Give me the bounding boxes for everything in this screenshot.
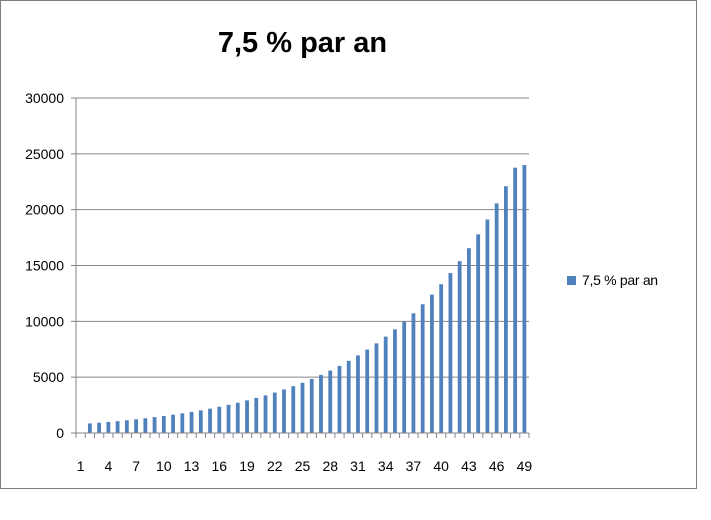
bar (411, 313, 416, 433)
y-tick-label: 5000 (33, 369, 64, 385)
bar (485, 219, 490, 433)
x-tick-label: 49 (517, 458, 533, 474)
x-tick-label: 31 (350, 458, 366, 474)
x-axis: 1 4 7 10 13 16 19 22 25 28 31 34 37 40 43 46 49 (75, 432, 533, 474)
bar (87, 423, 92, 433)
bar (346, 360, 351, 433)
bar (115, 421, 120, 433)
x-tick-label: 10 (156, 458, 172, 474)
x-tick-label: 4 (104, 458, 112, 474)
bar (161, 416, 166, 433)
x-tick-label: 25 (295, 458, 311, 474)
bar (245, 400, 249, 433)
chart-plot: 0 5000 10000 15000 20000 25000 30000 1 4 7 10 13 16… (25, 90, 533, 474)
bar (457, 261, 462, 433)
y-tick-label: 0 (56, 425, 64, 441)
bar (291, 386, 296, 433)
bar (171, 414, 175, 433)
bar (106, 421, 111, 433)
x-tick-label: 28 (322, 458, 338, 474)
legend: 7,5 % par an (567, 272, 658, 288)
bar (328, 370, 333, 433)
bar (124, 420, 129, 433)
x-tick-label: 13 (184, 458, 200, 474)
x-tick-label: 22 (267, 458, 283, 474)
chart-frame: 7,5 % par an 0 5000 10000 15000 20000 25000 30… (0, 0, 697, 489)
bar (272, 392, 277, 433)
bar (439, 284, 444, 433)
bar (134, 419, 138, 433)
bar (420, 304, 425, 433)
bar (198, 410, 203, 433)
bar (217, 406, 222, 433)
bar (97, 422, 102, 433)
bar (263, 395, 268, 433)
legend-swatch (567, 275, 576, 285)
y-axis: 0 5000 10000 15000 20000 25000 30000 (25, 90, 77, 441)
x-tick-label: 19 (239, 458, 255, 474)
chart-title: 7,5 % par an (217, 27, 388, 59)
bar (235, 402, 240, 433)
bar (476, 234, 481, 433)
bars (87, 165, 527, 433)
x-tick-label: 37 (406, 458, 422, 474)
bar (152, 417, 157, 433)
bar (208, 408, 212, 433)
x-tick-label: 16 (212, 458, 228, 474)
x-tick-label: 40 (433, 458, 449, 474)
gridlines (76, 97, 529, 378)
bar (503, 186, 508, 433)
bar (226, 404, 231, 433)
bar (356, 355, 360, 433)
bar (309, 378, 314, 433)
y-tick-label: 25000 (25, 146, 64, 162)
bar (402, 321, 407, 433)
y-tick-label: 15000 (25, 258, 64, 274)
x-tick-label: 1 (77, 458, 85, 474)
bar (365, 349, 370, 433)
x-tick-label: 34 (378, 458, 394, 474)
bar (374, 343, 379, 433)
x-tick-label: 46 (489, 458, 505, 474)
bar (282, 389, 286, 433)
bar (300, 382, 305, 433)
bar (513, 167, 518, 433)
bar (494, 203, 499, 433)
y-tick-label: 30000 (25, 90, 64, 106)
bar (383, 336, 388, 433)
bar (180, 413, 185, 433)
x-tick-label: 43 (461, 458, 477, 474)
bar (448, 273, 453, 433)
y-tick-label: 20000 (25, 202, 64, 218)
bar (337, 365, 342, 433)
bar (143, 418, 148, 433)
bar (189, 411, 194, 433)
x-tick-label: 7 (132, 458, 140, 474)
y-tick-label: 10000 (25, 313, 64, 329)
bar (522, 165, 527, 433)
bar (393, 329, 397, 433)
bar (254, 397, 259, 433)
bar (430, 294, 434, 433)
bar (319, 374, 323, 433)
legend-label: 7,5 % par an (582, 272, 658, 288)
bar (467, 248, 471, 433)
